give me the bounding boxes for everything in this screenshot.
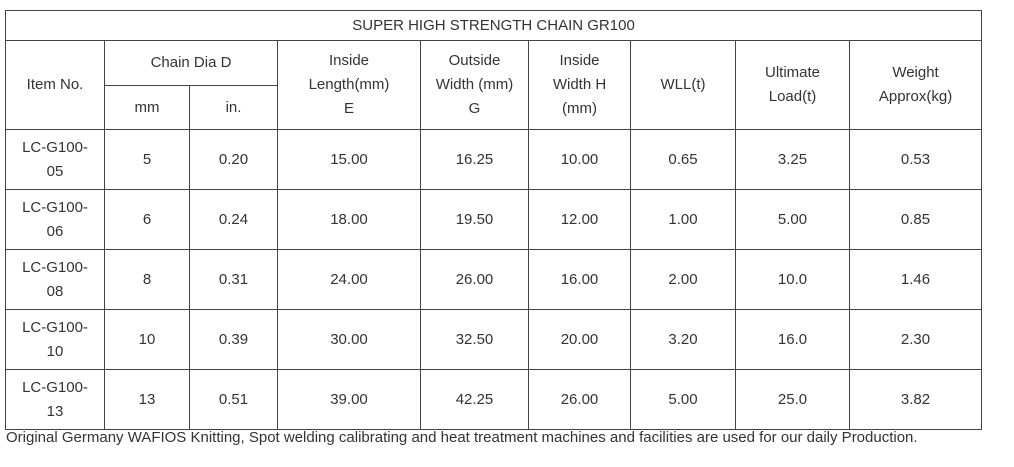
data-cell: 20.00 xyxy=(528,309,631,370)
data-cell: 3.82 xyxy=(848,369,983,430)
spec-table: SUPER HIGH STRENGTH CHAIN GR100 Item No.… xyxy=(4,10,983,430)
data-cell: 2.00 xyxy=(630,249,736,310)
data-cell: 13 xyxy=(104,369,190,430)
header-cell: mm xyxy=(104,85,190,130)
data-cell: 32.50 xyxy=(420,309,529,370)
data-cell: 10.0 xyxy=(735,249,850,310)
data-cell: 39.00 xyxy=(277,369,421,430)
data-cell: 12.00 xyxy=(528,189,631,250)
data-cell: 0.65 xyxy=(630,129,736,190)
data-cell: 5.00 xyxy=(735,189,850,250)
title-row: SUPER HIGH STRENGTH CHAIN GR100 xyxy=(4,10,983,41)
table-wrap: SUPER HIGH STRENGTH CHAIN GR100 Item No.… xyxy=(4,10,983,430)
data-row: LC-G100-08 8 0.31 24.00 26.00 16.00 2.00 10.0 1.… xyxy=(5,249,983,310)
header-line: Inside xyxy=(328,52,370,69)
data-cell: 26.00 xyxy=(528,369,631,430)
data-cell: 3.20 xyxy=(630,309,736,370)
data-cell: 25.0 xyxy=(735,369,850,430)
data-cell: 0.31 xyxy=(189,249,278,310)
data-cell: 30.00 xyxy=(277,309,421,370)
data-cell: 1.46 xyxy=(848,249,983,310)
header-line: Weight xyxy=(892,64,939,81)
data-cell: 42.25 xyxy=(420,369,529,430)
item-cell: LC-G100-05 xyxy=(5,129,105,190)
data-cell: 2.30 xyxy=(848,309,983,370)
data-row: LC-G100-06 6 0.24 18.00 19.50 12.00 1.00 5.00 0.… xyxy=(5,189,983,250)
data-cell: 15.00 xyxy=(277,129,421,190)
data-cell: 19.50 xyxy=(420,189,529,250)
data-cell: 0.20 xyxy=(189,129,278,190)
footnote: Original Germany WAFIOS Knitting, Spot w… xyxy=(6,429,918,446)
header-row: Item No. Chain Dia D Inside Length(mm) E O… xyxy=(5,40,983,130)
header-cell: Inside Length(mm) E xyxy=(277,40,421,130)
header-cell: Outside Width (mm) G xyxy=(420,40,529,130)
data-cell: 0.51 xyxy=(189,369,278,430)
data-cell: 3.25 xyxy=(735,129,850,190)
data-row: LC-G100-10 10 0.39 30.00 32.50 20.00 3.20 16.0 2… xyxy=(5,309,983,370)
header-row: mm in. xyxy=(6,85,982,130)
header-line: G xyxy=(468,100,481,117)
item-cell: LC-G100-13 xyxy=(5,369,105,430)
data-cell: 0.39 xyxy=(189,309,278,370)
header-line: Ultimate xyxy=(764,64,820,81)
header-cell: WLL(t) xyxy=(630,40,736,130)
data-cell: 6 xyxy=(104,189,190,250)
header-cell: Item No. xyxy=(5,40,105,130)
data-cell: 5 xyxy=(104,129,190,190)
header-cell: in. xyxy=(189,85,278,130)
data-cell: 16.0 xyxy=(735,309,850,370)
data-cell: 26.00 xyxy=(420,249,529,310)
data-cell: 10.00 xyxy=(528,129,631,190)
header-line: E xyxy=(343,100,354,117)
header-line: Width H xyxy=(552,76,607,93)
header-cell: Ultimate Load(t) xyxy=(735,40,850,130)
table-title: SUPER HIGH STRENGTH CHAIN GR100 xyxy=(4,10,983,41)
data-row: LC-G100-05 5 0.20 15.00 16.25 10.00 0.65 3.25 0.… xyxy=(5,129,983,190)
header-cell: Inside Width H (mm) xyxy=(528,40,631,130)
item-cell: LC-G100-08 xyxy=(5,249,105,310)
data-cell: 18.00 xyxy=(277,189,421,250)
header-line: (mm) xyxy=(562,100,597,117)
data-cell: 10 xyxy=(104,309,190,370)
header-line: Inside xyxy=(559,52,600,69)
data-cell: 16.00 xyxy=(528,249,631,310)
table-body: SUPER HIGH STRENGTH CHAIN GR100 Item No.… xyxy=(4,10,983,430)
header-line: Length(mm) xyxy=(308,76,390,93)
header-line: Load(t) xyxy=(768,88,817,105)
data-cell: 5.00 xyxy=(630,369,736,430)
item-cell: LC-G100-06 xyxy=(5,189,105,250)
header-cell: Chain Dia D xyxy=(104,40,278,86)
data-cell: 24.00 xyxy=(277,249,421,310)
header-line: Outside xyxy=(448,52,501,69)
data-row: LC-G100-13 13 0.51 39.00 42.25 26.00 5.00 25.0 3… xyxy=(5,369,983,430)
header-cell: Weight Approx(kg) xyxy=(848,40,983,130)
data-cell: 0.85 xyxy=(848,189,983,250)
data-cell: 8 xyxy=(104,249,190,310)
data-cell: 0.24 xyxy=(189,189,278,250)
item-cell: LC-G100-10 xyxy=(5,309,105,370)
data-cell: 1.00 xyxy=(630,189,736,250)
header-line: Approx(kg) xyxy=(878,88,953,105)
data-cell: 16.25 xyxy=(420,129,529,190)
data-cell: 0.53 xyxy=(848,129,983,190)
header-line: Width (mm) xyxy=(435,76,514,93)
